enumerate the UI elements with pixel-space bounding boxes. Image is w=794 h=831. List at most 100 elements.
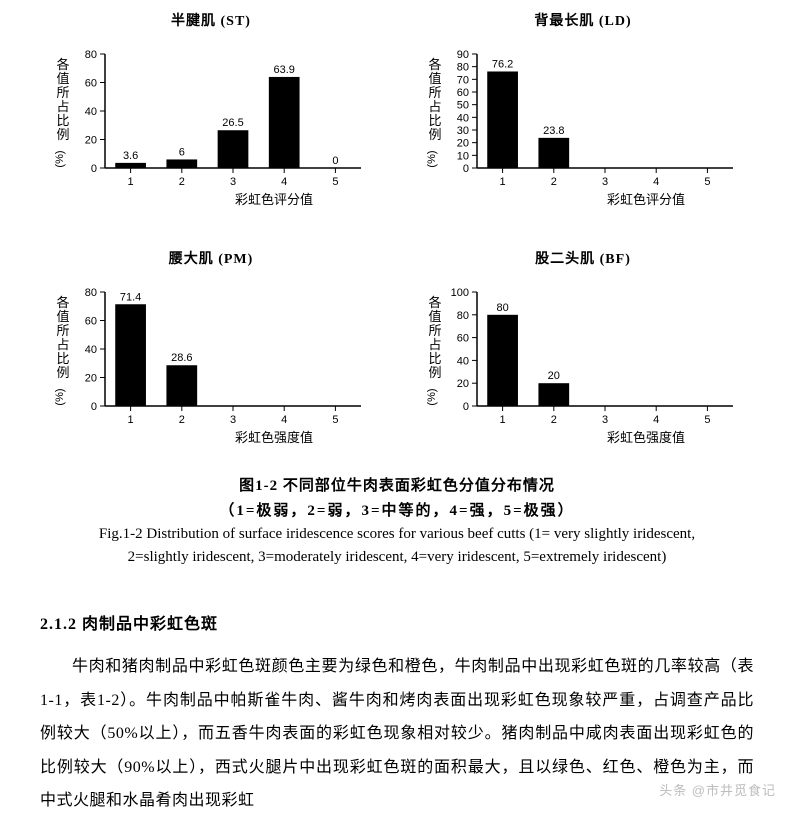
chart-title-pm: 腰大肌 (PM) xyxy=(169,248,254,268)
svg-text:4: 4 xyxy=(281,176,287,188)
svg-text:2: 2 xyxy=(551,176,557,188)
svg-text:占: 占 xyxy=(428,337,441,352)
svg-text:3: 3 xyxy=(230,414,236,426)
svg-text:值: 值 xyxy=(56,71,69,86)
chart-title-ld: 背最长肌 (LD) xyxy=(534,10,631,30)
watermark: 头条 @市井觅食记 xyxy=(659,780,776,799)
svg-text:60: 60 xyxy=(457,333,469,345)
svg-text:28.6: 28.6 xyxy=(171,352,192,364)
svg-text:20: 20 xyxy=(457,378,469,390)
svg-text:比: 比 xyxy=(428,113,441,128)
svg-text:0: 0 xyxy=(463,401,469,413)
svg-text:3: 3 xyxy=(602,176,608,188)
svg-text:彩虹色评分值: 彩虹色评分值 xyxy=(235,192,313,207)
svg-text:3: 3 xyxy=(602,414,608,426)
svg-text:40: 40 xyxy=(85,106,97,118)
svg-text:60: 60 xyxy=(457,87,469,99)
chart-title-bf: 股二头肌 (BF) xyxy=(535,248,631,268)
svg-text:70: 70 xyxy=(457,74,469,86)
svg-text:4: 4 xyxy=(653,414,659,426)
svg-text:60: 60 xyxy=(85,78,97,90)
svg-text:5: 5 xyxy=(332,176,338,188)
svg-text:所: 所 xyxy=(56,323,69,338)
svg-text:0: 0 xyxy=(91,163,97,175)
svg-text:40: 40 xyxy=(457,355,469,367)
svg-text:比: 比 xyxy=(428,351,441,366)
svg-text:所: 所 xyxy=(428,85,441,100)
svg-text:比: 比 xyxy=(56,351,69,366)
chart-svg-st: 0204060803.616226.5363.9405彩虹色评分值各值所占比例(… xyxy=(51,38,371,208)
svg-text:2: 2 xyxy=(179,176,185,188)
svg-text:彩虹色强度值: 彩虹色强度值 xyxy=(607,430,685,445)
caption-en-line1: Fig.1-2 Distribution of surface iridesce… xyxy=(40,526,754,543)
chart-card-ld: 背最长肌 (LD) 010203040506070809076.2123.823… xyxy=(412,10,754,208)
chart-card-pm: 腰大肌 (PM) 0 20 40 60 80 71.4 1 28.6 2 3 4 5 彩虹色强度值 各值所… xyxy=(40,248,382,446)
svg-text:所: 所 xyxy=(428,323,441,338)
svg-text:例: 例 xyxy=(428,365,441,380)
svg-text:76.2: 76.2 xyxy=(492,58,513,70)
chart-card-bf: 股二头肌 (BF) 0 20 40 60 80 100 80 1 20 2 3 4 5 彩虹色强度值 各值所… xyxy=(412,248,754,446)
svg-text:1: 1 xyxy=(128,414,134,426)
svg-text:60: 60 xyxy=(85,316,97,328)
svg-text:占: 占 xyxy=(56,99,69,114)
svg-text:各: 各 xyxy=(428,57,441,72)
svg-text:80: 80 xyxy=(85,49,97,61)
svg-text:63.9: 63.9 xyxy=(273,64,294,76)
svg-text:5: 5 xyxy=(704,414,710,426)
svg-text:5: 5 xyxy=(332,414,338,426)
caption-zh-line2: （1=极弱，2=弱，3=中等的，4=强，5=极强） xyxy=(40,499,754,520)
svg-text:71.4: 71.4 xyxy=(120,291,141,303)
chart-svg-ld: 010203040506070809076.2123.82345彩虹色评分值各值… xyxy=(423,38,743,208)
svg-text:0: 0 xyxy=(91,401,97,413)
svg-text:6: 6 xyxy=(179,146,185,158)
svg-text:值: 值 xyxy=(428,71,441,86)
svg-text:4: 4 xyxy=(653,176,659,188)
chart-svg-pm: 02040608071.4128.62345彩虹色强度值各值所占比例(%) xyxy=(51,276,371,446)
svg-text:0: 0 xyxy=(463,163,469,175)
svg-text:20: 20 xyxy=(457,138,469,150)
svg-text:20: 20 xyxy=(85,135,97,147)
svg-text:80: 80 xyxy=(457,310,469,322)
svg-text:80: 80 xyxy=(457,62,469,74)
svg-text:20: 20 xyxy=(548,370,560,382)
svg-text:1: 1 xyxy=(128,176,134,188)
svg-text:0: 0 xyxy=(332,155,338,167)
svg-text:(%): (%) xyxy=(426,388,438,405)
chart-card-st: 半腱肌 (ST) 0204060803.616226.5363.9405彩虹色评… xyxy=(40,10,382,208)
svg-text:80: 80 xyxy=(496,302,508,314)
svg-text:10: 10 xyxy=(457,150,469,162)
caption-zh-line1: 图1-2 不同部位牛肉表面彩虹色分值分布情况 xyxy=(40,474,754,495)
caption-en-line2: 2=slightly iridescent, 3=moderately irid… xyxy=(40,549,754,566)
svg-text:40: 40 xyxy=(457,112,469,124)
svg-text:例: 例 xyxy=(428,127,441,142)
svg-text:2: 2 xyxy=(179,414,185,426)
svg-text:值: 值 xyxy=(56,309,69,324)
svg-text:(%): (%) xyxy=(426,150,438,167)
svg-text:50: 50 xyxy=(457,100,469,112)
section-paragraph: 牛肉和猪肉制品中彩虹色斑颜色主要为绿色和橙色，牛肉制品中出现彩虹色斑的几率较高（… xyxy=(40,650,754,818)
section-heading: 2.1.2 肉制品中彩虹色斑 xyxy=(40,610,754,634)
svg-text:4: 4 xyxy=(281,414,287,426)
svg-text:5: 5 xyxy=(704,176,710,188)
svg-text:各: 各 xyxy=(56,57,69,72)
svg-text:占: 占 xyxy=(428,99,441,114)
svg-text:(%): (%) xyxy=(54,150,66,167)
svg-text:2: 2 xyxy=(551,414,557,426)
chart-svg-bf: 0 20 40 60 80 100 80 1 20 2 3 4 5 彩虹色强度值 各值所占比例 (%) xyxy=(423,276,743,446)
svg-text:80: 80 xyxy=(85,287,97,299)
svg-text:100: 100 xyxy=(451,287,469,299)
svg-text:90: 90 xyxy=(457,49,469,61)
chart-title-st: 半腱肌 (ST) xyxy=(171,10,251,30)
svg-text:彩虹色强度值: 彩虹色强度值 xyxy=(235,430,313,445)
svg-text:30: 30 xyxy=(457,125,469,137)
svg-text:值: 值 xyxy=(428,309,441,324)
svg-text:40: 40 xyxy=(85,344,97,356)
svg-text:1: 1 xyxy=(500,176,506,188)
svg-text:各: 各 xyxy=(428,295,441,310)
chart-grid: 半腱肌 (ST) 0204060803.616226.5363.9405彩虹色评… xyxy=(40,10,754,446)
svg-text:占: 占 xyxy=(56,337,69,352)
svg-text:1: 1 xyxy=(500,414,506,426)
svg-text:20: 20 xyxy=(85,373,97,385)
svg-text:所: 所 xyxy=(56,85,69,100)
svg-text:各: 各 xyxy=(56,295,69,310)
